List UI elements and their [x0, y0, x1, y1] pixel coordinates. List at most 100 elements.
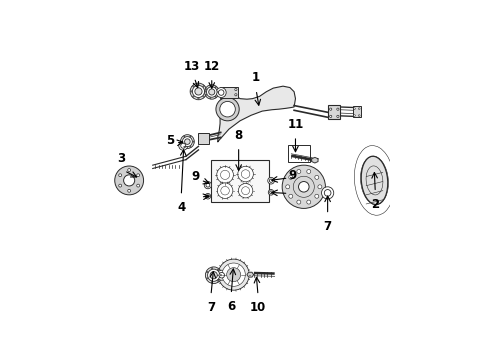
Circle shape: [209, 89, 215, 95]
Circle shape: [206, 94, 207, 95]
Circle shape: [184, 136, 185, 137]
Circle shape: [128, 168, 131, 171]
Circle shape: [211, 267, 213, 269]
Circle shape: [184, 146, 185, 147]
Circle shape: [119, 184, 122, 187]
Polygon shape: [247, 272, 254, 277]
Circle shape: [227, 268, 241, 282]
Circle shape: [137, 174, 140, 177]
Text: 7: 7: [207, 301, 215, 314]
Circle shape: [217, 167, 233, 183]
Circle shape: [119, 174, 122, 177]
Circle shape: [193, 85, 204, 98]
Circle shape: [193, 96, 194, 97]
Circle shape: [205, 267, 222, 284]
Circle shape: [307, 170, 311, 174]
Circle shape: [221, 186, 229, 195]
Circle shape: [208, 269, 220, 281]
Circle shape: [315, 175, 319, 179]
Text: 6: 6: [227, 300, 235, 312]
Circle shape: [238, 166, 253, 182]
Circle shape: [297, 170, 301, 174]
Circle shape: [204, 181, 212, 189]
Circle shape: [190, 136, 191, 137]
Circle shape: [358, 115, 360, 116]
Circle shape: [221, 94, 223, 96]
Circle shape: [217, 270, 227, 280]
Circle shape: [235, 94, 237, 96]
FancyBboxPatch shape: [212, 160, 269, 202]
Text: 3: 3: [117, 152, 125, 165]
Circle shape: [241, 170, 250, 178]
Circle shape: [218, 269, 219, 270]
FancyBboxPatch shape: [197, 133, 209, 144]
Circle shape: [354, 115, 355, 116]
Text: 11: 11: [287, 118, 304, 131]
Circle shape: [115, 166, 144, 195]
Text: 2: 2: [371, 198, 379, 211]
Circle shape: [289, 175, 293, 179]
Circle shape: [221, 89, 223, 91]
Circle shape: [337, 108, 339, 110]
Circle shape: [330, 108, 332, 110]
Text: 12: 12: [204, 60, 220, 73]
Polygon shape: [312, 157, 318, 163]
Circle shape: [198, 98, 199, 99]
Circle shape: [238, 184, 253, 198]
Ellipse shape: [361, 156, 388, 204]
Circle shape: [205, 193, 211, 199]
Circle shape: [269, 190, 274, 195]
Circle shape: [181, 143, 186, 148]
Circle shape: [286, 185, 290, 189]
Text: 13: 13: [183, 60, 199, 73]
Circle shape: [182, 136, 193, 147]
Circle shape: [180, 135, 195, 149]
Circle shape: [315, 194, 319, 198]
Circle shape: [205, 91, 206, 92]
Circle shape: [354, 108, 355, 109]
Circle shape: [218, 91, 219, 93]
Circle shape: [297, 200, 301, 204]
Circle shape: [220, 102, 235, 117]
Circle shape: [206, 89, 207, 90]
Circle shape: [206, 195, 209, 198]
Circle shape: [123, 175, 135, 186]
Circle shape: [207, 278, 208, 279]
Text: 9: 9: [191, 170, 199, 183]
Circle shape: [190, 83, 207, 100]
Circle shape: [190, 146, 191, 147]
Circle shape: [337, 115, 339, 117]
Circle shape: [218, 280, 219, 282]
Circle shape: [179, 141, 188, 150]
Circle shape: [220, 170, 230, 179]
Circle shape: [242, 187, 249, 195]
FancyBboxPatch shape: [220, 87, 238, 98]
Circle shape: [219, 273, 224, 278]
Circle shape: [268, 177, 274, 184]
Text: 7: 7: [323, 220, 332, 233]
Circle shape: [193, 141, 194, 142]
Polygon shape: [218, 86, 295, 141]
Circle shape: [270, 191, 272, 194]
Circle shape: [282, 165, 325, 208]
Circle shape: [210, 85, 211, 86]
Circle shape: [191, 91, 192, 92]
Circle shape: [203, 86, 204, 87]
Circle shape: [137, 184, 140, 187]
Circle shape: [210, 98, 211, 99]
Circle shape: [195, 88, 202, 95]
Circle shape: [307, 200, 311, 204]
Text: 10: 10: [250, 301, 266, 314]
Text: 5: 5: [166, 134, 174, 147]
Circle shape: [270, 179, 273, 183]
Text: 4: 4: [177, 201, 185, 213]
Circle shape: [193, 86, 194, 87]
Circle shape: [358, 108, 360, 109]
Circle shape: [324, 190, 331, 196]
Circle shape: [206, 183, 210, 187]
Circle shape: [185, 139, 190, 144]
FancyBboxPatch shape: [353, 107, 361, 117]
Circle shape: [206, 87, 217, 97]
Circle shape: [216, 98, 239, 121]
Circle shape: [215, 96, 216, 98]
